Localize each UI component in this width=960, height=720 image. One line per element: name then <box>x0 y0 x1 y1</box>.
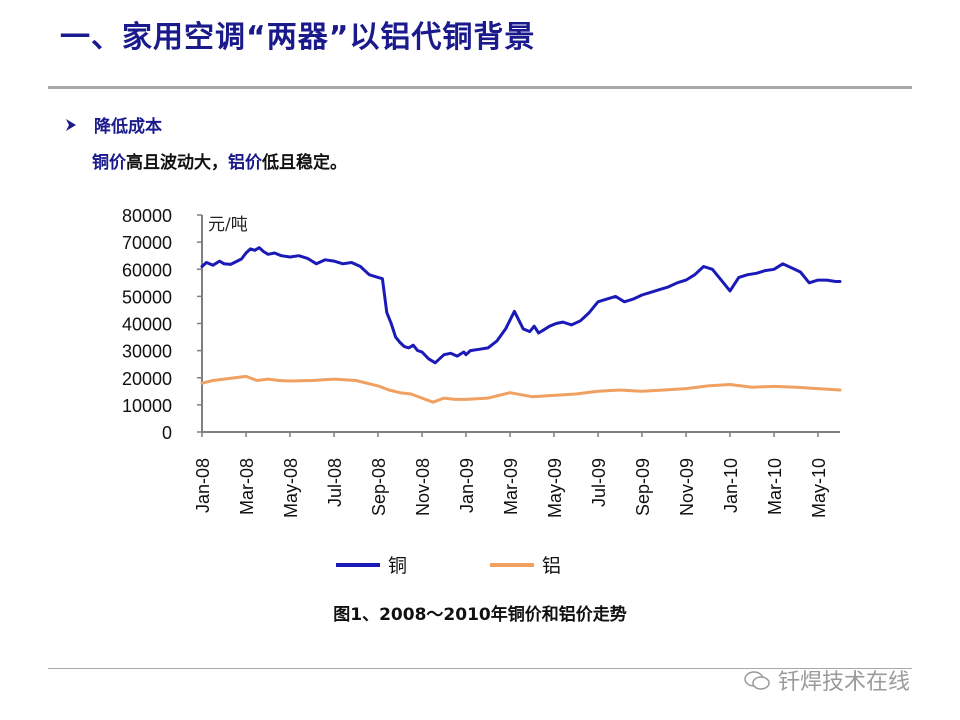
chart-axes: 80000 70000 60000 50000 40000 30000 20000 10000… <box>122 206 840 518</box>
title-divider <box>48 86 912 89</box>
x-tick-label: May-09 <box>545 458 565 518</box>
bullet-heading: 降低成本 <box>64 112 162 137</box>
bullet-subtext: 铜价高且波动大，铝价低且稳定。 <box>92 148 347 173</box>
x-tick-label: Jan-09 <box>457 458 477 513</box>
x-tick-label: May-10 <box>809 458 829 518</box>
legend-label-aluminum: 铝 <box>542 555 561 577</box>
x-tick-label: Mar-09 <box>501 458 521 515</box>
watermark: 钎焊技术在线 <box>744 664 910 696</box>
y-tick-label: 40000 <box>122 315 172 335</box>
chart-series <box>200 246 842 404</box>
y-tick-label: 80000 <box>122 206 172 226</box>
y-unit-label: 元/吨 <box>208 215 248 235</box>
figure-caption: 图1、2008～2010年铜价和铝价走势 <box>333 605 627 625</box>
arrow-right-icon <box>64 117 94 137</box>
x-tick-label: Nov-08 <box>413 458 433 516</box>
bullet-label: 降低成本 <box>94 117 162 137</box>
subtext-copper-desc: 高且波动大， <box>126 153 228 173</box>
slide-title: 一、家用空调“两器”以铝代铜背景 <box>60 20 536 55</box>
y-tick-label: 30000 <box>122 342 172 362</box>
y-tick-label: 0 <box>162 423 172 443</box>
x-tick-label: Sep-09 <box>633 458 653 516</box>
copper-price-line <box>200 246 842 365</box>
chart-legend: 铜铝 <box>336 555 561 577</box>
subtext-aluminum: 铝价 <box>228 153 262 173</box>
wechat-icon <box>744 671 770 691</box>
bottom-divider <box>48 668 912 669</box>
subtext-aluminum-desc: 低且稳定。 <box>262 153 347 173</box>
x-tick-label: Mar-08 <box>237 458 257 515</box>
x-tick-label: Sep-08 <box>369 458 389 516</box>
subtext-copper: 铜价 <box>92 153 126 173</box>
x-tick-label: Jul-09 <box>589 458 609 507</box>
y-tick-label: 50000 <box>122 287 172 307</box>
legend-label-copper: 铜 <box>388 555 407 577</box>
x-tick-label: May-08 <box>281 458 301 518</box>
y-tick-label: 10000 <box>122 396 172 416</box>
x-tick-label: Mar-10 <box>765 458 785 515</box>
watermark-text: 钎焊技术在线 <box>778 670 911 695</box>
x-tick-label: Nov-09 <box>677 458 697 516</box>
y-tick-label: 70000 <box>122 233 172 253</box>
y-tick-label: 60000 <box>122 260 172 280</box>
x-tick-label: Jul-08 <box>325 458 345 507</box>
x-tick-label: Jan-10 <box>721 458 741 513</box>
y-tick-label: 20000 <box>122 369 172 389</box>
x-tick-label: Jan-08 <box>193 458 213 513</box>
aluminum-price-line <box>200 374 842 404</box>
